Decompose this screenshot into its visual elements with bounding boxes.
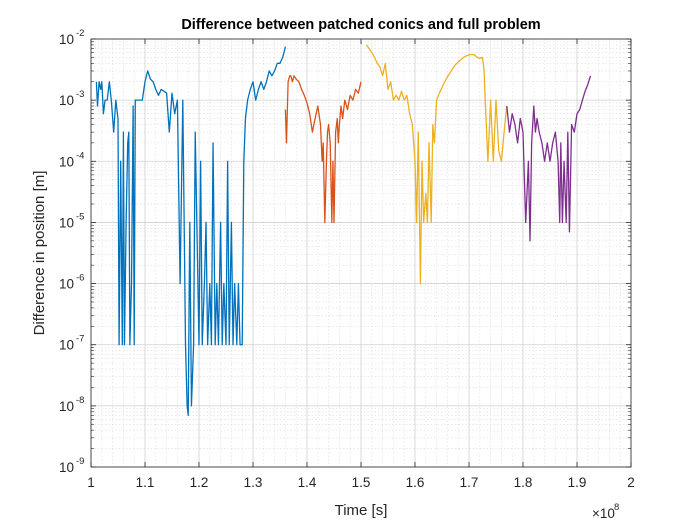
series-line-3 [365, 44, 508, 285]
y-tick-label-base: 10 [59, 277, 74, 292]
y-tick-label-base: 10 [59, 460, 74, 475]
y-tick-label-base: 10 [59, 93, 74, 108]
y-tick-label-exp: -5 [76, 211, 84, 222]
series-layer [95, 44, 592, 416]
x-tick-label: 1.2 [190, 475, 209, 490]
x-tick-label: 1.8 [514, 475, 533, 490]
ticks-layer [90, 38, 632, 468]
y-tick-label-base: 10 [59, 215, 74, 230]
y-tick-labels: 10-910-810-710-610-510-410-310-2 [59, 28, 84, 475]
y-tick-label: 10 -9 [59, 456, 84, 475]
y-tick-label-exp: -3 [76, 89, 84, 100]
y-tick-label-exp: -2 [76, 28, 84, 39]
x-multiplier-exp: 8 [614, 502, 619, 513]
x-tick-label: 1 [87, 475, 95, 490]
chart-title: Difference between patched conics and fu… [181, 17, 540, 33]
x-tick-label: 1.5 [352, 475, 371, 490]
y-tick-label: 10 -6 [59, 273, 84, 292]
series-line-4 [506, 75, 592, 242]
y-tick-label: 10 -3 [59, 89, 84, 108]
x-tick-label: 1.9 [568, 475, 587, 490]
y-tick-label: 10 -8 [59, 395, 84, 414]
y-tick-label-exp: -9 [76, 456, 84, 467]
series-line-2 [284, 75, 362, 224]
x-tick-label: 1.3 [244, 475, 263, 490]
x-tick-label: 1.6 [406, 475, 425, 490]
y-tick-label-exp: -4 [76, 150, 84, 161]
x-axis-label: Time [s] [335, 502, 388, 519]
y-tick-label-exp: -6 [76, 273, 84, 284]
y-tick-label-base: 10 [59, 338, 74, 353]
y-tick-label: 10 -7 [59, 334, 84, 353]
y-tick-label-exp: -7 [76, 334, 84, 345]
y-tick-label: 10 -2 [59, 28, 84, 47]
x-tick-label: 1.4 [298, 475, 317, 490]
y-tick-label: 10 -5 [59, 211, 84, 230]
x-tick-label: 1.7 [460, 475, 479, 490]
y-tick-label: 10 -4 [59, 150, 84, 169]
x-multiplier: ×10 8 [592, 502, 619, 521]
x-tick-labels: 1 1.1 1.2 1.3 1.4 1.5 1.6 1.7 1.8 1.9 2 [87, 475, 635, 490]
y-tick-label-base: 10 [59, 154, 74, 169]
x-multiplier-base: ×10 [592, 506, 615, 521]
x-tick-label: 2 [627, 475, 635, 490]
y-axis-label: Difference in position [m] [31, 171, 48, 336]
y-tick-label-base: 10 [59, 32, 74, 47]
x-tick-label: 1.1 [136, 475, 155, 490]
series-line-1 [95, 46, 287, 416]
y-tick-label-base: 10 [59, 399, 74, 414]
y-tick-label-exp: -8 [76, 395, 84, 406]
